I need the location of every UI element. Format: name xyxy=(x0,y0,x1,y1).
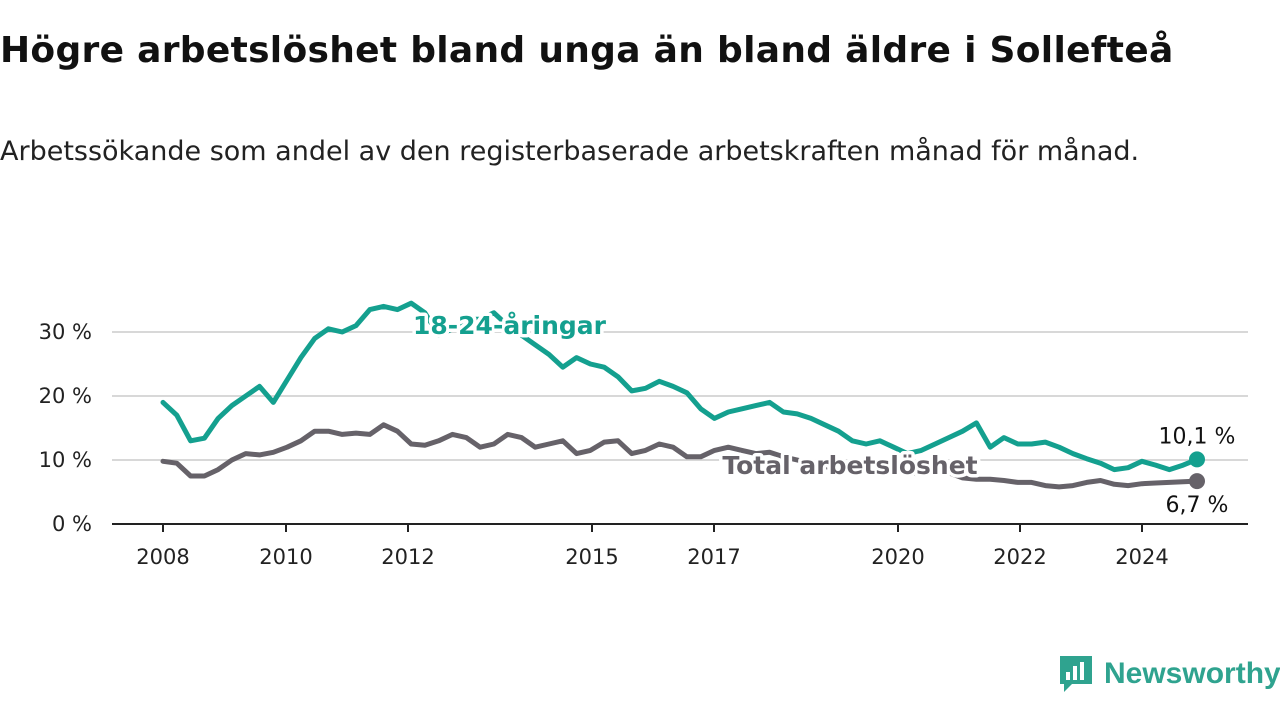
end-value-label: 10,1 % xyxy=(1159,424,1236,449)
series-lines xyxy=(160,300,1205,490)
x-tick-label: 2022 xyxy=(993,545,1046,569)
series-line xyxy=(160,422,1200,490)
y-tick-label: 20 % xyxy=(39,384,92,408)
chart-title: Högre arbetslöshet bland unga än bland ä… xyxy=(0,30,1174,71)
series-labels: 18-24-åringar Total arbetslöshet 10,1 % 6,7… xyxy=(410,308,1236,519)
series-name-label: 18-24-åringar xyxy=(413,311,607,340)
series-name-label: Total arbetslöshet xyxy=(722,451,977,480)
x-tick-label: 2020 xyxy=(871,545,924,569)
series-end-point xyxy=(1189,451,1205,468)
newsworthy-logo: Newsworthy xyxy=(1058,654,1280,694)
grid-lines xyxy=(112,331,1248,461)
y-tick-label: 30 % xyxy=(39,320,92,344)
logo-text: Newsworthy xyxy=(1104,657,1280,690)
x-tick-label: 2015 xyxy=(565,545,618,569)
x-tick-label: 2012 xyxy=(381,545,434,569)
x-tick-label: 2024 xyxy=(1115,545,1168,569)
x-tick-label: 2008 xyxy=(136,545,189,569)
end-value-label: 6,7 % xyxy=(1166,493,1229,518)
x-axis: 2008 2010 2012 2015 2017 2020 2022 2024 xyxy=(112,523,1248,569)
bar-chart-speech-bubble-icon xyxy=(1060,656,1092,692)
x-tick-label: 2010 xyxy=(259,545,312,569)
x-tick-label: 2017 xyxy=(687,545,740,569)
series-line xyxy=(160,300,1200,473)
series-end-point xyxy=(1189,473,1205,490)
y-tick-label: 10 % xyxy=(39,448,92,472)
y-tick-label: 0 % xyxy=(52,512,92,536)
y-axis-ticks: 0 % 10 % 20 % 30 % xyxy=(39,320,92,536)
chart-subtitle: Arbetssökande som andel av den registerb… xyxy=(0,136,1140,167)
